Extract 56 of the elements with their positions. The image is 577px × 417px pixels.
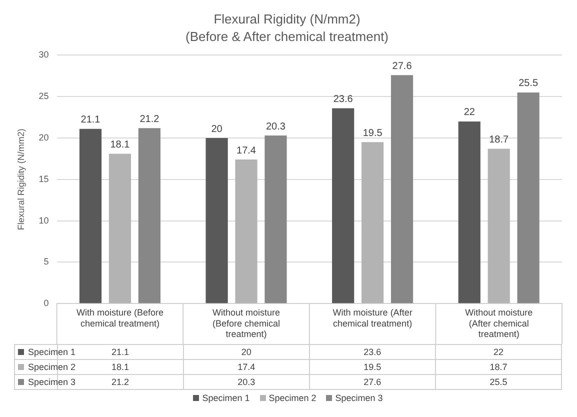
bar	[79, 128, 102, 304]
y-tick-label: 20	[38, 132, 49, 142]
annotation: 23.6	[333, 94, 354, 105]
y-tick-label: 5	[44, 256, 49, 267]
legend-label: Specimen 2	[27, 361, 76, 374]
x-tick-label: Without moisture (After chemical treatment)	[465, 307, 533, 340]
annotation: 21.2	[140, 114, 160, 125]
x-tick-label: With moisture (Before chemical treatment)	[76, 307, 164, 328]
data-label: 27.6	[309, 374, 436, 390]
bar	[206, 138, 228, 304]
bar	[108, 154, 132, 304]
annotation: 21.1	[80, 114, 101, 126]
bar	[458, 121, 480, 304]
chart-title: Flexural Rigidity (N/mm2)	[214, 11, 360, 26]
y-tick-label: 10	[38, 215, 49, 226]
bar	[488, 148, 510, 304]
data-label: 25.5	[435, 374, 562, 390]
bar	[264, 136, 287, 304]
y-tick-label: 0	[44, 298, 49, 308]
annotation: 22	[464, 107, 476, 118]
bar	[517, 92, 540, 304]
annotation: 25.5	[518, 78, 538, 90]
bar	[390, 75, 414, 304]
data-label: 20	[183, 344, 310, 360]
data-label: 21.1	[112, 347, 130, 357]
data-label: 20.3	[183, 374, 310, 390]
annotation: 19.5	[362, 128, 383, 139]
text: Specimen 1	[202, 393, 250, 403]
data-label: 21.2	[112, 377, 130, 387]
x-tick-label: With moisture (After chemical treatment)	[332, 307, 412, 328]
annotation: 20.3	[266, 121, 286, 132]
annotation: 17.4	[236, 145, 256, 156]
data-label: 18.7	[435, 360, 562, 374]
text: Specimen 2	[268, 393, 316, 403]
data-label: 22	[435, 344, 562, 360]
annotation: 20	[211, 124, 223, 135]
annotation: 18.1	[110, 139, 130, 150]
legend-label: Specimen 3	[335, 393, 383, 403]
annotation: 18.7	[489, 134, 510, 146]
bar	[362, 142, 384, 304]
bar	[332, 108, 354, 304]
bar	[235, 160, 258, 304]
x-tick-label: Without moisture (Before chemical treatment)	[212, 307, 280, 340]
annotation: 27.6	[392, 60, 412, 72]
text: Specimen 3	[28, 377, 76, 387]
data-label: 23.6	[309, 344, 436, 360]
y-tick-label: 30	[38, 50, 49, 60]
y-tick-label: 25	[38, 91, 49, 102]
data-label: 17.4	[183, 360, 310, 374]
data-label: 19.5	[309, 360, 436, 374]
legend-label: Specimen 1	[27, 346, 76, 359]
chart-subtitle: (Before & After chemical treatment)	[185, 28, 389, 44]
bar	[138, 128, 160, 304]
data-label: 18.1	[112, 362, 130, 372]
y-tick-label: 15	[38, 174, 49, 184]
y-axis-title: Flexural Rigidity (N/mm2)	[16, 128, 26, 230]
